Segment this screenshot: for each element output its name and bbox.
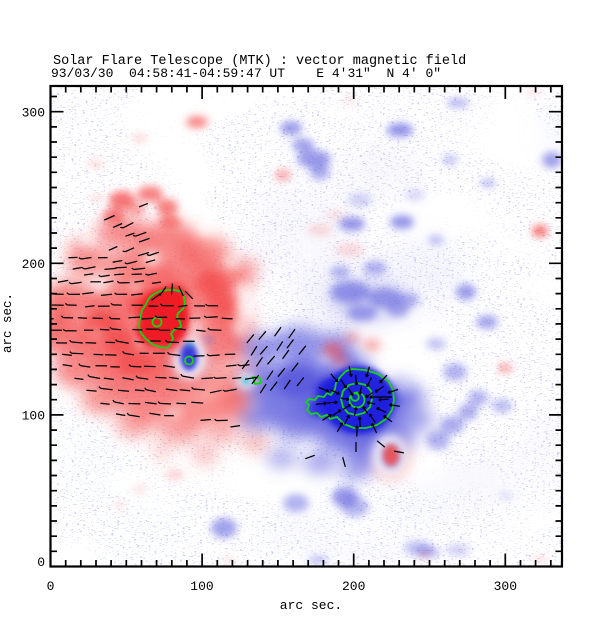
svg-text:100: 100 — [190, 579, 213, 594]
svg-text:Solar Flare Telescope (MTK) :: Solar Flare Telescope (MTK) : vector mag… — [53, 54, 466, 69]
svg-text:200: 200 — [22, 257, 45, 272]
svg-text:300: 300 — [494, 579, 517, 594]
svg-text:0: 0 — [47, 579, 55, 594]
svg-text:93/03/30 04:58:41-04:59:47 UT: 93/03/30 04:58:41-04:59:47 UT E 4'31" N … — [51, 66, 441, 81]
svg-text:arc sec.: arc sec. — [280, 598, 342, 613]
svg-text:0: 0 — [37, 555, 45, 570]
svg-text:300: 300 — [22, 106, 45, 121]
svg-text:arc sec.: arc sec. — [1, 293, 15, 353]
svg-text:100: 100 — [22, 409, 45, 424]
svg-text:200: 200 — [342, 579, 365, 594]
